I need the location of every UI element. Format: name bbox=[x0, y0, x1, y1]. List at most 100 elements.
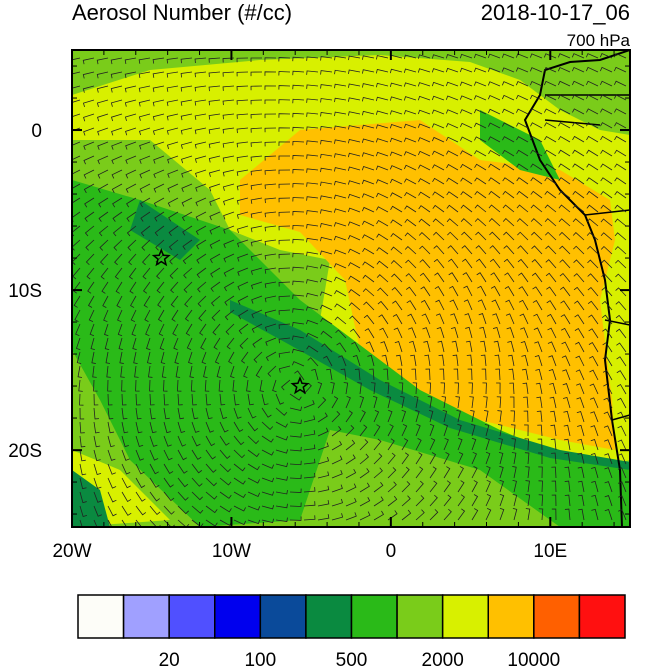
wind-barb bbox=[264, 141, 277, 147]
wind-barb bbox=[505, 299, 515, 311]
wind-barb bbox=[471, 494, 479, 507]
wind-barb bbox=[278, 141, 291, 146]
wind-barb bbox=[247, 463, 260, 471]
wind-barb bbox=[359, 482, 370, 493]
wind-barb bbox=[390, 260, 403, 269]
wind-barb bbox=[524, 452, 530, 465]
wind-barb bbox=[149, 421, 157, 434]
wind-barb bbox=[278, 239, 291, 245]
wind-barb bbox=[389, 110, 403, 115]
wind-barb bbox=[264, 85, 277, 90]
wind-barb bbox=[138, 127, 151, 136]
wind-barb bbox=[334, 55, 347, 61]
wind-barb bbox=[205, 435, 216, 447]
colorbar-label: 10000 bbox=[507, 650, 560, 667]
wind-barb bbox=[532, 286, 543, 297]
wind-barb bbox=[473, 108, 487, 115]
colorbar-box bbox=[259, 594, 307, 639]
wind-barb bbox=[600, 163, 613, 171]
wind-barb bbox=[236, 127, 249, 134]
wind-barb bbox=[446, 177, 459, 185]
wind-barb bbox=[167, 155, 179, 164]
wind-barb bbox=[373, 409, 380, 423]
wind-barb bbox=[92, 365, 97, 378]
wind-barb bbox=[79, 519, 83, 527]
wind-barb bbox=[320, 125, 333, 131]
wind-barb bbox=[200, 337, 207, 350]
wind-barb bbox=[121, 491, 132, 503]
wind-barb bbox=[517, 231, 529, 241]
wind-barb bbox=[275, 421, 288, 428]
wind-barb bbox=[138, 85, 151, 93]
wind-barb bbox=[359, 410, 366, 423]
wind-barb bbox=[333, 167, 347, 172]
wind-barb bbox=[501, 53, 515, 59]
wind-barb bbox=[433, 231, 445, 241]
wind-barb bbox=[585, 53, 599, 59]
wind-barb bbox=[219, 435, 230, 446]
wind-barb bbox=[250, 155, 263, 162]
wind-barb bbox=[306, 70, 319, 75]
wind-barb bbox=[512, 479, 517, 493]
wind-barb bbox=[236, 197, 249, 205]
wind-barb bbox=[591, 480, 599, 493]
wind-barb bbox=[479, 326, 487, 339]
wind-barb bbox=[75, 337, 81, 351]
wind-barb bbox=[223, 239, 235, 249]
wind-barb bbox=[470, 410, 475, 423]
wind-barb bbox=[604, 453, 613, 465]
wind-barb bbox=[208, 155, 221, 163]
wind-barb bbox=[614, 122, 627, 129]
wind-barb bbox=[473, 122, 487, 129]
wind-barb bbox=[333, 208, 347, 213]
wind-barb bbox=[435, 313, 445, 325]
wind-barb bbox=[209, 183, 221, 192]
wind-barb bbox=[403, 109, 417, 115]
wind-barb bbox=[544, 177, 557, 185]
wind-barb bbox=[460, 136, 473, 143]
wind-barb bbox=[222, 127, 235, 134]
wind-barb bbox=[320, 181, 333, 187]
wind-barb bbox=[477, 299, 487, 311]
wind-barb bbox=[457, 451, 464, 465]
wind-barb bbox=[124, 57, 137, 64]
wind-barb bbox=[392, 300, 403, 311]
wind-barb bbox=[529, 67, 543, 73]
wind-barb bbox=[537, 438, 543, 451]
wind-barb bbox=[557, 66, 571, 73]
wind-barb bbox=[264, 99, 277, 105]
wind-barb bbox=[237, 281, 249, 291]
wind-barb bbox=[614, 177, 627, 185]
wind-barb bbox=[348, 97, 361, 102]
wind-barb bbox=[289, 502, 302, 507]
wind-barb bbox=[544, 135, 557, 143]
wind-barb bbox=[107, 449, 116, 461]
wind-barb bbox=[264, 309, 277, 317]
wind-barb bbox=[549, 382, 557, 395]
wind-barb bbox=[317, 456, 330, 465]
wind-barb bbox=[183, 267, 193, 279]
wind-barb bbox=[516, 108, 529, 115]
wind-barb bbox=[601, 300, 613, 311]
wind-barb bbox=[205, 421, 214, 433]
wind-barb bbox=[433, 245, 445, 255]
wind-barb bbox=[250, 183, 263, 190]
colorbar-box bbox=[578, 594, 626, 639]
wind-barb bbox=[515, 81, 529, 87]
wind-barb bbox=[544, 122, 557, 129]
wind-barb bbox=[169, 253, 179, 265]
wind-barb bbox=[617, 411, 627, 423]
wind-barb bbox=[586, 204, 599, 213]
wind-barb bbox=[614, 218, 627, 227]
wind-barb bbox=[107, 393, 113, 406]
wind-barb bbox=[93, 421, 100, 434]
wind-barb bbox=[499, 493, 505, 507]
wind-barb bbox=[209, 211, 221, 221]
wind-barb bbox=[194, 71, 207, 78]
wind-barb bbox=[544, 190, 557, 199]
wind-barb bbox=[236, 71, 249, 77]
wind-barb bbox=[543, 53, 557, 59]
wind-barb bbox=[362, 234, 375, 241]
wind-barb bbox=[601, 314, 613, 325]
wind-barb bbox=[334, 125, 347, 131]
